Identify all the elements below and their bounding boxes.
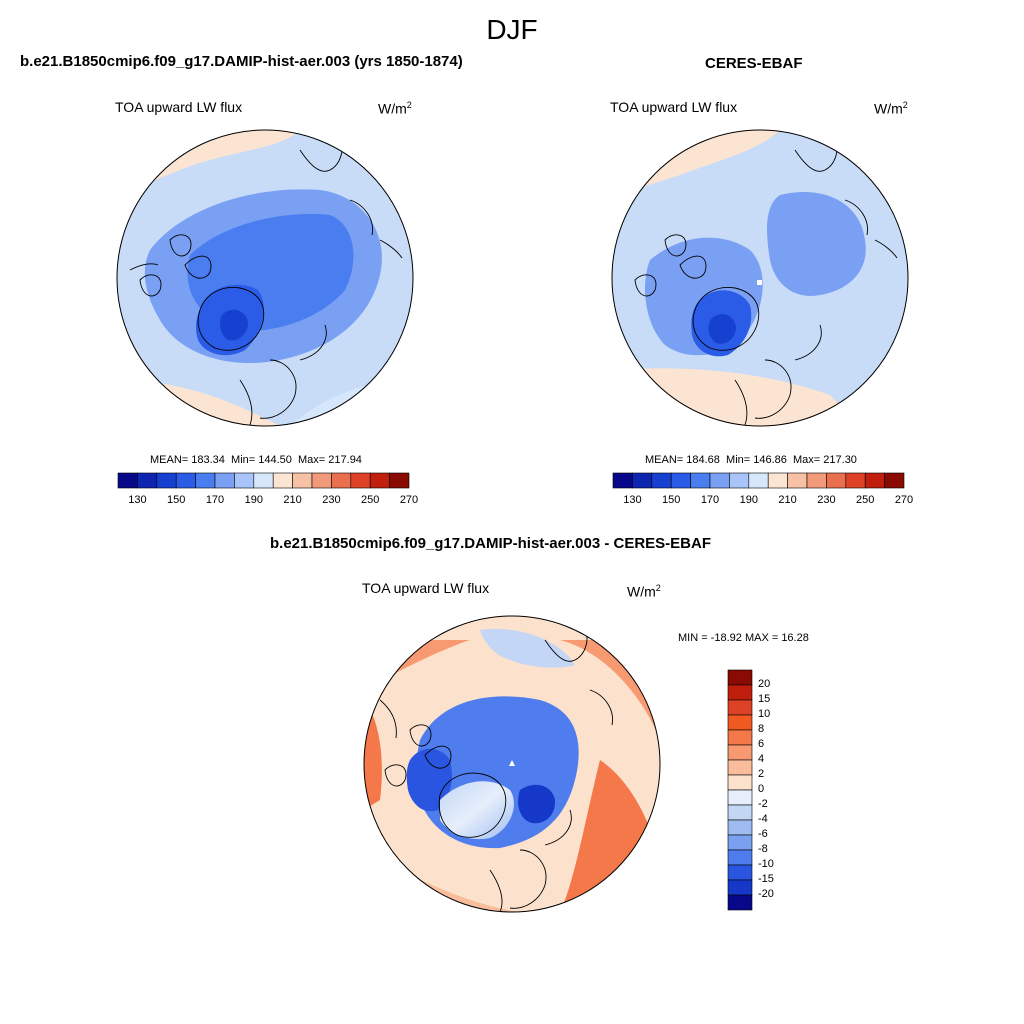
- diff-colorbar-segment: [727, 714, 753, 731]
- model-colorbar-tick-label: 230: [322, 494, 341, 506]
- diff-colorbar-tick-label: 2: [758, 768, 765, 780]
- obs-colorbar-tick-label: 150: [662, 494, 681, 506]
- diff-colorbar-segment: [727, 774, 753, 791]
- diff-colorbar: [727, 669, 753, 911]
- model-colorbar-tick-label: 150: [167, 494, 186, 506]
- diff-colorbar-tick-label: 0: [758, 783, 765, 795]
- model-colorbar-segment: [389, 472, 410, 489]
- obs-colorbar-segment: [767, 472, 788, 489]
- diff-stats: MIN = -18.92 MAX = 16.28: [678, 632, 809, 644]
- diff-colorbar-segment: [727, 879, 753, 896]
- obs-colorbar-segment: [787, 472, 808, 489]
- model-colorbar-segment: [311, 472, 332, 489]
- diff-colorbar-tick-label: -2: [758, 798, 768, 810]
- diff-colorbar-tick-label: -15: [758, 873, 774, 885]
- obs-variable-label: TOA upward LW flux: [610, 99, 738, 115]
- obs-colorbar-segment: [729, 472, 750, 489]
- obs-units-label: W/m2: [874, 100, 908, 117]
- obs-colorbar-tick-label: 210: [778, 494, 797, 506]
- model-colorbar-segment: [331, 472, 352, 489]
- obs-colorbar-segment: [845, 472, 866, 489]
- diff-colorbar-segment: [727, 729, 753, 746]
- diff-colorbar-tick-label: -6: [758, 828, 768, 840]
- obs-polar-map: [611, 129, 909, 427]
- obs-colorbar-tick-label: 230: [817, 494, 836, 506]
- diff-colorbar-tick-label: -20: [758, 888, 774, 900]
- obs-colorbar-segment: [670, 472, 691, 489]
- model-panel-title: b.e21.B1850cmip6.f09_g17.DAMIP-hist-aer.…: [20, 53, 463, 70]
- obs-colorbar: [612, 472, 905, 489]
- diff-colorbar-segment: [727, 789, 753, 806]
- model-units-label: W/m2: [378, 100, 412, 117]
- model-colorbar-segment: [156, 472, 177, 489]
- obs-colorbar-tick-label: 250: [856, 494, 875, 506]
- obs-colorbar-segment: [612, 472, 633, 489]
- obs-colorbar-tick-label: 190: [739, 494, 758, 506]
- diff-colorbar-tick-label: 4: [758, 753, 765, 765]
- obs-colorbar-segment: [748, 472, 769, 489]
- model-colorbar: [117, 472, 410, 489]
- model-colorbar-segment: [234, 472, 255, 489]
- diff-colorbar-tick-label: 10: [758, 708, 771, 720]
- diff-colorbar-segment: [727, 684, 753, 701]
- model-colorbar-tick-label: 190: [244, 494, 263, 506]
- obs-colorbar-segment: [651, 472, 672, 489]
- model-colorbar-tick-label: 270: [399, 494, 419, 506]
- diff-colorbar-segment: [727, 759, 753, 776]
- obs-colorbar-segment: [690, 472, 711, 489]
- model-colorbar-segment: [137, 472, 158, 489]
- model-colorbar-segment: [350, 472, 371, 489]
- diff-colorbar-tick-label: 6: [758, 738, 765, 750]
- obs-colorbar-segment: [864, 472, 885, 489]
- model-colorbar-segment: [272, 472, 293, 489]
- diff-panel-title: b.e21.B1850cmip6.f09_g17.DAMIP-hist-aer.…: [270, 535, 711, 552]
- diff-colorbar-tick-label: 8: [758, 723, 765, 735]
- diff-colorbar-segment: [727, 744, 753, 761]
- obs-colorbar-tick-label: 130: [623, 494, 642, 506]
- model-colorbar-segment: [292, 472, 313, 489]
- model-colorbar-segment: [369, 472, 390, 489]
- diff-polar-map: [363, 615, 661, 913]
- model-colorbar-segment: [195, 472, 216, 489]
- diff-colorbar-segment: [727, 819, 753, 836]
- diff-colorbar-tick-label: 20: [758, 678, 771, 690]
- obs-colorbar-tick-label: 170: [700, 494, 720, 506]
- obs-colorbar-segment: [806, 472, 827, 489]
- diff-units-label: W/m2: [627, 583, 661, 600]
- diff-variable-label: TOA upward LW flux: [362, 580, 490, 596]
- model-colorbar-segment: [214, 472, 235, 489]
- diff-colorbar-tick-label: -10: [758, 858, 774, 870]
- model-colorbar-tick-label: 250: [361, 494, 380, 506]
- model-colorbar-tick-label: 170: [205, 494, 225, 506]
- diff-colorbar-segment: [727, 864, 753, 881]
- model-colorbar-segment: [253, 472, 274, 489]
- model-colorbar-segment: [117, 472, 138, 489]
- obs-colorbar-segment: [632, 472, 653, 489]
- obs-stats: MEAN= 184.68 Min= 146.86 Max= 217.30: [645, 454, 857, 466]
- model-polar-map: [116, 129, 414, 427]
- diff-colorbar-segment: [727, 699, 753, 716]
- obs-colorbar-segment: [826, 472, 847, 489]
- obs-colorbar-segment: [709, 472, 730, 489]
- diff-colorbar-segment: [727, 849, 753, 866]
- model-variable-label: TOA upward LW flux: [115, 99, 243, 115]
- obs-colorbar-tick-label: 270: [894, 494, 914, 506]
- diff-colorbar-segment: [727, 834, 753, 851]
- model-colorbar-tick-label: 130: [128, 494, 147, 506]
- obs-panel-title: CERES-EBAF: [705, 55, 803, 72]
- obs-colorbar-segment: [884, 472, 905, 489]
- model-stats: MEAN= 183.34 Min= 144.50 Max= 217.94: [150, 454, 362, 466]
- diff-colorbar-tick-label: 15: [758, 693, 771, 705]
- diff-colorbar-tick-label: -8: [758, 843, 768, 855]
- model-colorbar-tick-label: 210: [283, 494, 302, 506]
- diff-colorbar-segment: [727, 804, 753, 821]
- diff-colorbar-tick-label: -4: [758, 813, 768, 825]
- season-title: DJF: [486, 14, 538, 45]
- diff-colorbar-segment: [727, 669, 753, 686]
- model-colorbar-segment: [175, 472, 196, 489]
- diff-colorbar-segment: [727, 894, 753, 911]
